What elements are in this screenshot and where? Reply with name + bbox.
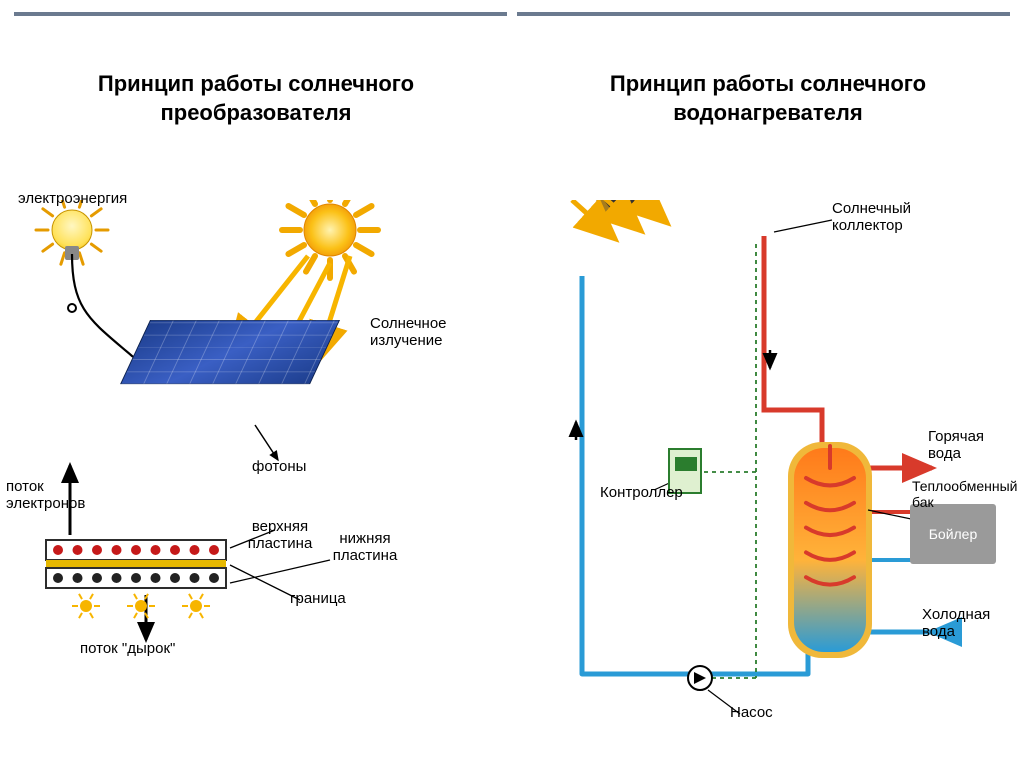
label-upper-plate: верхняя пластина xyxy=(240,518,320,553)
photon-pointer xyxy=(255,425,278,460)
label-radiation: Солнечное излучение xyxy=(370,315,490,350)
right-svg xyxy=(512,200,1024,740)
boiler-label: Бойлер xyxy=(929,526,978,542)
label-hole-flow: поток "дырок" xyxy=(80,640,175,657)
lightbulb-icon xyxy=(52,210,92,250)
diagram-solar-converter: электроэнергия Солнечное излучение фотон… xyxy=(0,200,512,747)
wire-terminal xyxy=(68,304,76,312)
title-left: Принцип работы солнечного преобразовател… xyxy=(20,70,491,127)
collector-pointer xyxy=(774,220,832,232)
label-electricity: электроэнергия xyxy=(18,190,127,207)
label-controller: Контроллер xyxy=(600,484,683,501)
label-photons: фотоны xyxy=(252,458,306,475)
solar-panel xyxy=(120,320,340,384)
label-border: граница xyxy=(290,590,346,607)
pipe-hot-down xyxy=(764,236,822,446)
diagram-solar-water-heater: Бойлер Солнечный коллектор Контроллер Го… xyxy=(512,200,1024,747)
label-pump: Насос xyxy=(730,704,773,721)
title-right: Принцип работы солнечного водонагревател… xyxy=(532,70,1003,127)
pump-icon xyxy=(688,666,712,690)
diagrams-row: электроэнергия Солнечное излучение фотон… xyxy=(0,200,1024,747)
label-cold-water: Холодная вода xyxy=(922,606,1012,641)
controller-screen xyxy=(675,457,697,471)
cell-cross-section xyxy=(46,540,226,618)
label-lower-plate: нижняя пластина xyxy=(325,530,405,565)
titles-row: Принцип работы солнечного преобразовател… xyxy=(0,70,1024,127)
flow-direction-arrows xyxy=(576,350,770,440)
label-electron-flow: поток электронов xyxy=(6,478,116,513)
boiler-box: Бойлер xyxy=(910,504,996,564)
label-heat-tank: Теплообменный бак xyxy=(912,478,1024,510)
controller-links xyxy=(702,244,756,678)
top-divider xyxy=(14,12,1010,16)
heat-exchange-tank xyxy=(788,442,872,658)
label-hot-water: Горячая вода xyxy=(928,428,1008,463)
label-collector: Солнечный коллектор xyxy=(832,200,942,235)
